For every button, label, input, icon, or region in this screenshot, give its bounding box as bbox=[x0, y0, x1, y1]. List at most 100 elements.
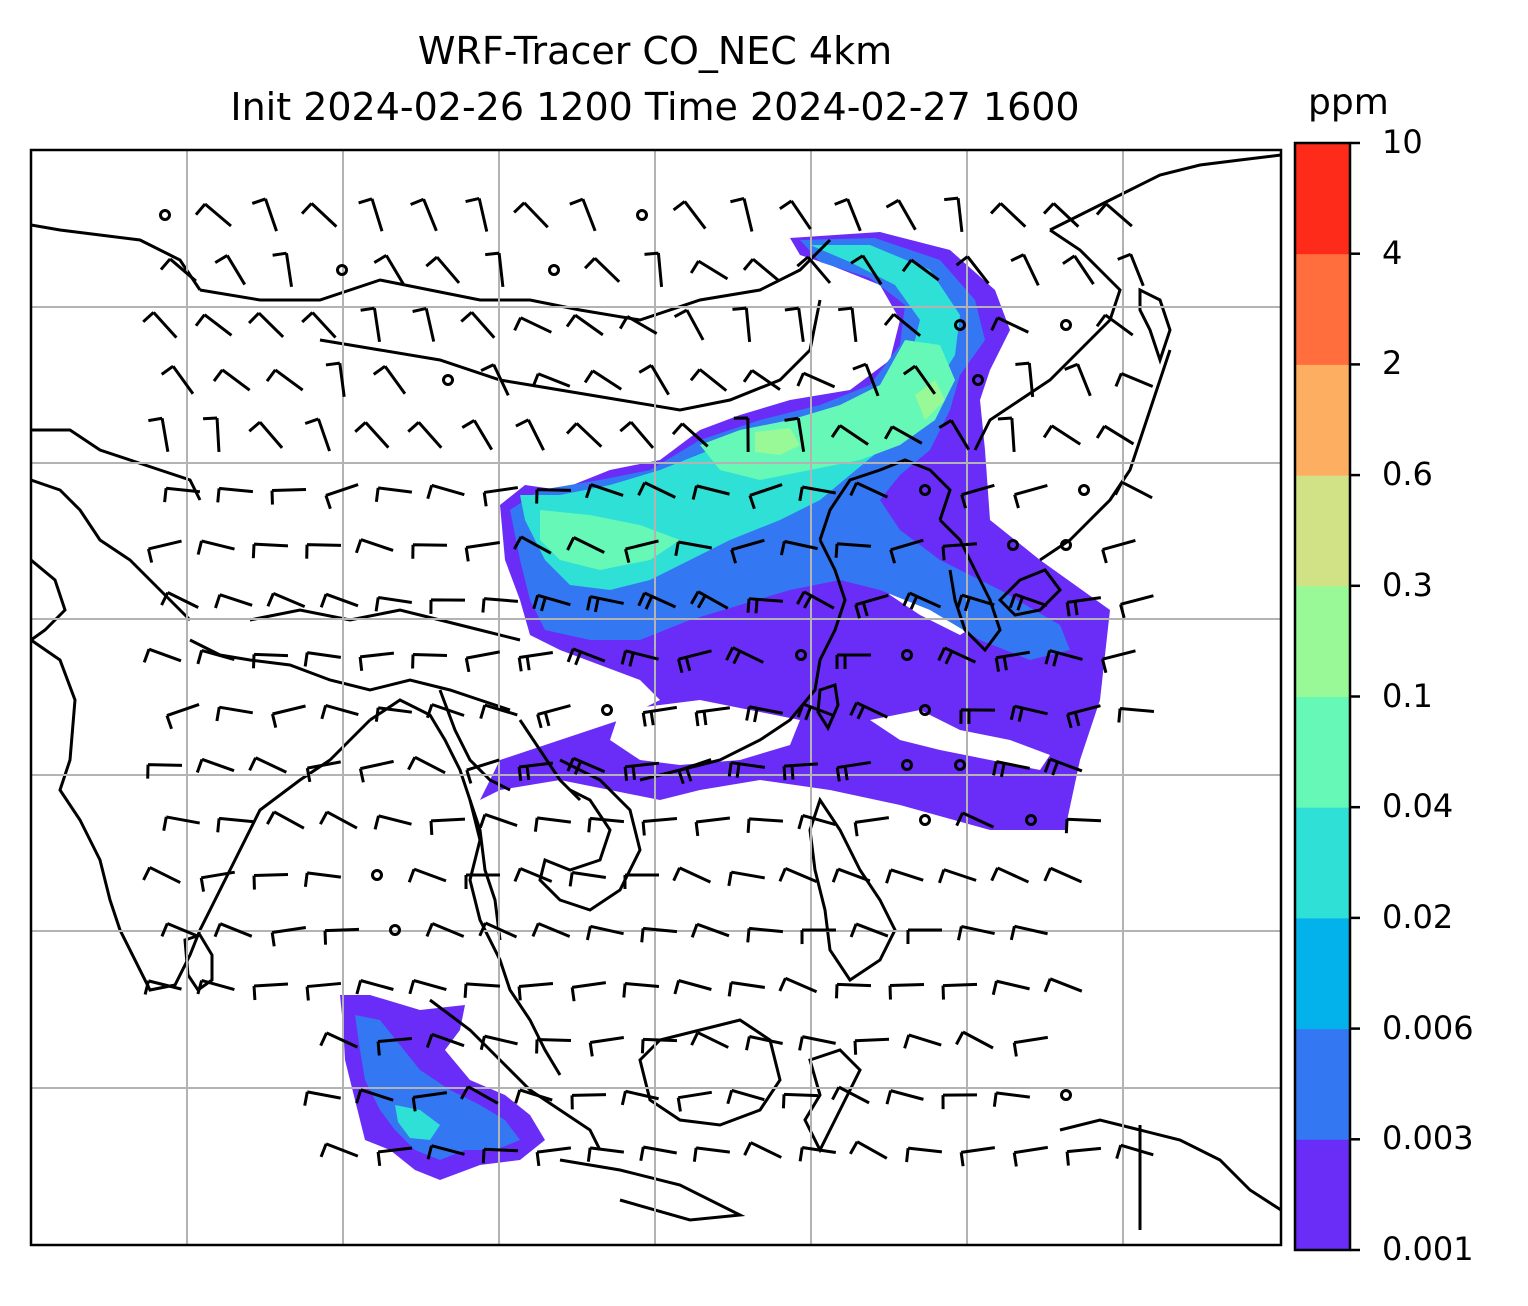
wind-barb bbox=[990, 866, 1030, 884]
wind-barb bbox=[956, 593, 995, 612]
border-central-asia bbox=[31, 428, 202, 501]
wind-barb bbox=[690, 590, 729, 610]
wind-barb bbox=[513, 201, 549, 229]
wind-barb bbox=[798, 485, 837, 502]
colorbar-band bbox=[1295, 1139, 1350, 1251]
wind-barb bbox=[355, 1088, 394, 1104]
wind-barb bbox=[570, 1093, 607, 1110]
wind-barb bbox=[1010, 253, 1040, 286]
wind-barb bbox=[691, 484, 730, 500]
wind-barb bbox=[725, 646, 764, 665]
wind-barb bbox=[730, 197, 754, 232]
wind-barb bbox=[1042, 424, 1082, 446]
wind-barb bbox=[746, 926, 784, 943]
coast-java bbox=[559, 1158, 746, 1222]
wind-barb bbox=[637, 591, 677, 610]
wind-barb bbox=[425, 703, 465, 719]
wind-barb bbox=[781, 1092, 819, 1109]
calm-wind-marker bbox=[972, 374, 984, 386]
map-title-line-1: WRF-Tracer CO_NEC 4km bbox=[417, 29, 893, 73]
wind-barb bbox=[1065, 1146, 1102, 1166]
colorbar-tick-label: 2 bbox=[1382, 344, 1403, 383]
wind-barbs-layer bbox=[142, 196, 1155, 1167]
wind-barb bbox=[408, 978, 447, 995]
wind-barb bbox=[303, 651, 342, 667]
wind-barb bbox=[412, 306, 436, 342]
wind-barb bbox=[1009, 924, 1048, 941]
wind-barb bbox=[956, 924, 995, 941]
wind-barb bbox=[517, 982, 554, 1001]
wind-barb bbox=[160, 591, 199, 609]
wind-barb bbox=[959, 1146, 996, 1167]
border-pakistan bbox=[31, 478, 192, 622]
wind-barb bbox=[570, 981, 607, 1002]
border-iran bbox=[31, 558, 67, 642]
wind-barb bbox=[199, 870, 236, 892]
wind-barb bbox=[374, 595, 413, 612]
wind-barb bbox=[937, 646, 977, 665]
wind-barb bbox=[853, 816, 890, 837]
wind-barb bbox=[743, 1141, 782, 1159]
colorbar-band bbox=[1295, 143, 1350, 255]
wind-barb bbox=[1064, 362, 1092, 397]
wind-barb bbox=[514, 1088, 553, 1104]
wind-barb bbox=[426, 483, 465, 500]
wind-barb bbox=[1008, 592, 1048, 611]
wind-barb bbox=[905, 1146, 943, 1163]
calm-wind-marker bbox=[548, 264, 560, 276]
wind-barb bbox=[1043, 757, 1083, 776]
wind-barb bbox=[1044, 649, 1083, 667]
wind-barb bbox=[796, 255, 832, 284]
wind-barb bbox=[689, 368, 728, 392]
wind-barb bbox=[639, 1145, 677, 1162]
wind-barb bbox=[619, 420, 655, 449]
wind-barb bbox=[163, 486, 201, 503]
co-plume-layer bbox=[340, 232, 1110, 1180]
wind-barb bbox=[535, 1146, 572, 1167]
plume-core-2 bbox=[915, 380, 945, 420]
wind-barb bbox=[748, 483, 783, 510]
wind-barb bbox=[852, 362, 880, 397]
wind-barb bbox=[303, 1090, 341, 1106]
wind-barb bbox=[425, 255, 461, 284]
calm-wind-marker bbox=[1060, 319, 1072, 331]
wind-barb bbox=[481, 597, 519, 613]
wind-barb bbox=[1095, 202, 1133, 228]
colorbar-band bbox=[1295, 1028, 1350, 1140]
wind-barb bbox=[671, 422, 709, 448]
colorbar-band bbox=[1295, 475, 1350, 587]
wind-barb bbox=[796, 590, 835, 610]
wind-barb bbox=[425, 922, 465, 938]
wind-barb bbox=[944, 196, 964, 233]
wind-barb bbox=[800, 928, 837, 945]
wind-barb bbox=[622, 982, 660, 998]
coast-korea bbox=[938, 518, 1002, 653]
wind-barb bbox=[941, 542, 978, 561]
wind-barb bbox=[460, 311, 496, 339]
colorbar-tick-label: 0.006 bbox=[1382, 1008, 1474, 1047]
wind-barb bbox=[584, 483, 624, 499]
wind-barb bbox=[959, 708, 996, 724]
wind-barb bbox=[746, 597, 784, 614]
wind-barb bbox=[641, 816, 678, 836]
wind-barb bbox=[460, 1085, 499, 1105]
wind-barb bbox=[195, 757, 235, 774]
coast-philippines bbox=[808, 796, 897, 983]
wind-barb bbox=[266, 592, 306, 608]
wind-barb bbox=[465, 196, 489, 232]
wind-barb bbox=[485, 251, 505, 288]
wind-barb bbox=[640, 1037, 678, 1054]
wind-barb bbox=[1042, 202, 1080, 228]
wind-barb bbox=[566, 536, 605, 554]
wind-barb bbox=[831, 867, 871, 883]
wind-barb bbox=[324, 483, 359, 510]
wind-barb bbox=[266, 810, 305, 830]
wind-barb bbox=[941, 982, 978, 1000]
wind-barb bbox=[569, 197, 597, 232]
wind-barb bbox=[1013, 483, 1048, 509]
wind-barb bbox=[146, 763, 183, 779]
coast-east-china bbox=[818, 458, 952, 541]
calm-wind-marker bbox=[1060, 539, 1072, 551]
wind-barb bbox=[1117, 707, 1155, 723]
wind-barb bbox=[585, 924, 624, 941]
